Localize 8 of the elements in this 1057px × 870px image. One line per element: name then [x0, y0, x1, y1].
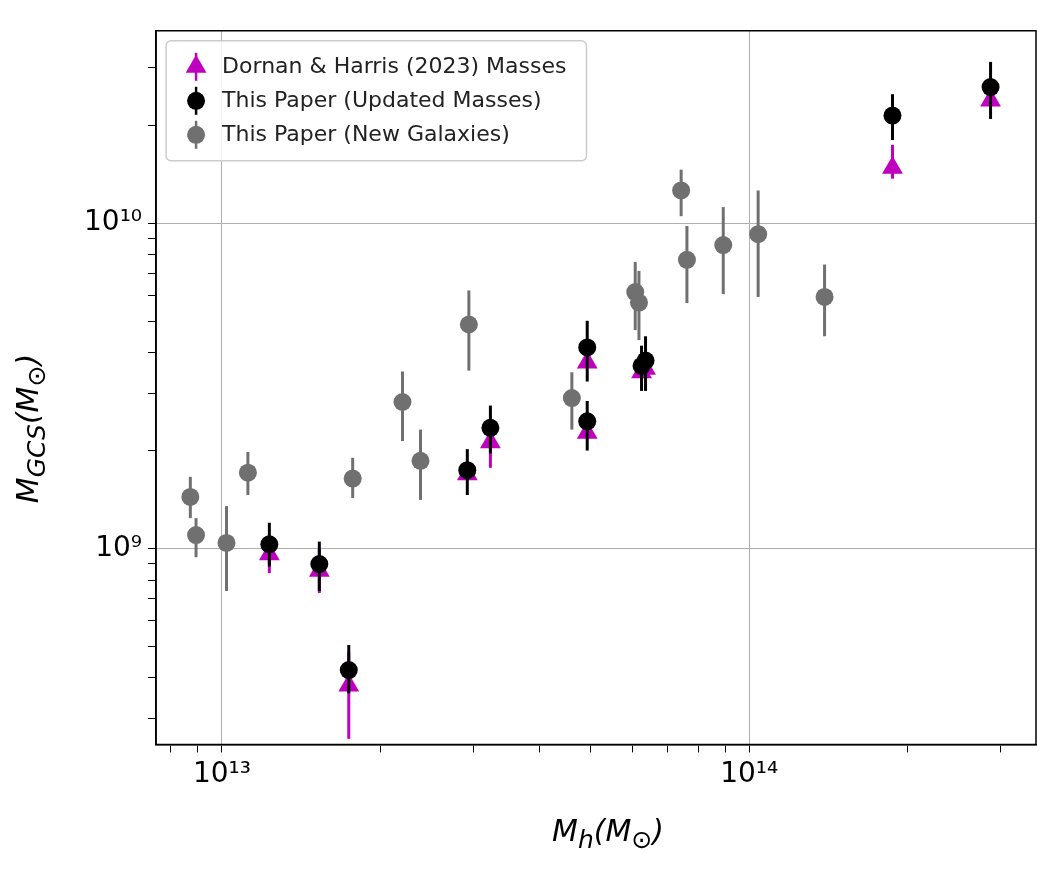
x-tick-label: 10¹⁴ — [720, 756, 779, 790]
x-axis-title: M$_{h}$(M$_{⊙}$) — [551, 813, 665, 854]
legend-label: Dornan & Harris (2023) Masses — [222, 52, 567, 78]
y-tick-label: 10¹⁰ — [84, 204, 143, 238]
legend-label: This Paper (Updated Masses) — [221, 86, 542, 112]
y-tick-label: 10⁹ — [95, 529, 143, 563]
x-tick-label: 10¹³ — [192, 756, 251, 790]
legend-label: This Paper (New Galaxies) — [221, 120, 510, 146]
